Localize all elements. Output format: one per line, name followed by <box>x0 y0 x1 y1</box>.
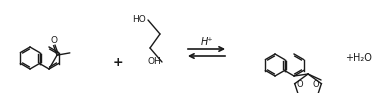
Text: O: O <box>313 80 319 89</box>
Text: HO: HO <box>132 15 146 24</box>
Text: +H₂O: +H₂O <box>345 53 371 63</box>
Text: O: O <box>50 36 57 45</box>
Text: O: O <box>297 80 303 89</box>
Text: H⁺: H⁺ <box>200 37 213 47</box>
Text: OH: OH <box>147 57 161 66</box>
Text: +: + <box>113 57 124 69</box>
